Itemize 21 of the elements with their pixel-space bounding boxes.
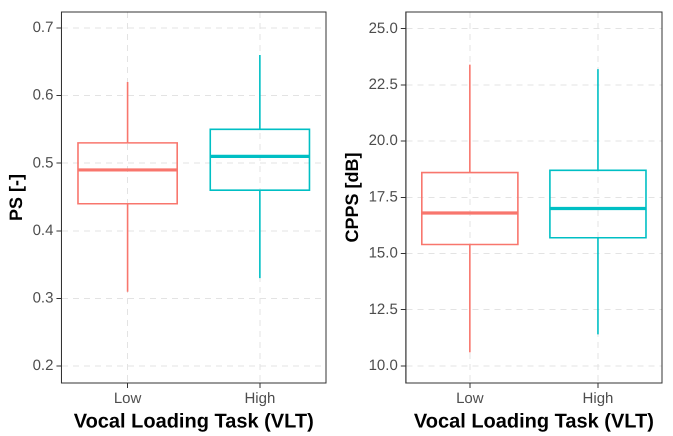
y-tick-label: 10.0 bbox=[368, 357, 398, 374]
y-tick-label: 0.4 bbox=[32, 222, 54, 239]
y-tick-label: 12.5 bbox=[368, 300, 398, 318]
x-axis-title: Vocal Loading Task (VLT) bbox=[414, 410, 654, 433]
x-tick-label: Low bbox=[456, 390, 484, 408]
y-axis-title: CPPS [dB] bbox=[342, 152, 362, 242]
y-tick-label: 20.0 bbox=[368, 132, 398, 150]
x-tick-label: High bbox=[244, 390, 276, 408]
y-tick-label: 25.0 bbox=[368, 20, 398, 37]
y-axis-title: PS [-] bbox=[6, 174, 26, 221]
x-tick-label: Low bbox=[114, 390, 142, 408]
y-tick-label: 0.7 bbox=[32, 19, 54, 36]
y-tick-label: 0.6 bbox=[32, 86, 54, 104]
y-tick-label: 22.5 bbox=[368, 76, 398, 93]
y-tick-label: 0.3 bbox=[32, 290, 54, 307]
y-tick-label: 0.5 bbox=[32, 154, 54, 172]
y-tick-label: 0.2 bbox=[32, 357, 54, 374]
x-tick-label: High bbox=[582, 390, 614, 408]
x-axis-title: Vocal Loading Task (VLT) bbox=[74, 410, 314, 433]
y-tick-label: 17.5 bbox=[368, 188, 398, 206]
y-tick-label: 15.0 bbox=[368, 244, 398, 262]
